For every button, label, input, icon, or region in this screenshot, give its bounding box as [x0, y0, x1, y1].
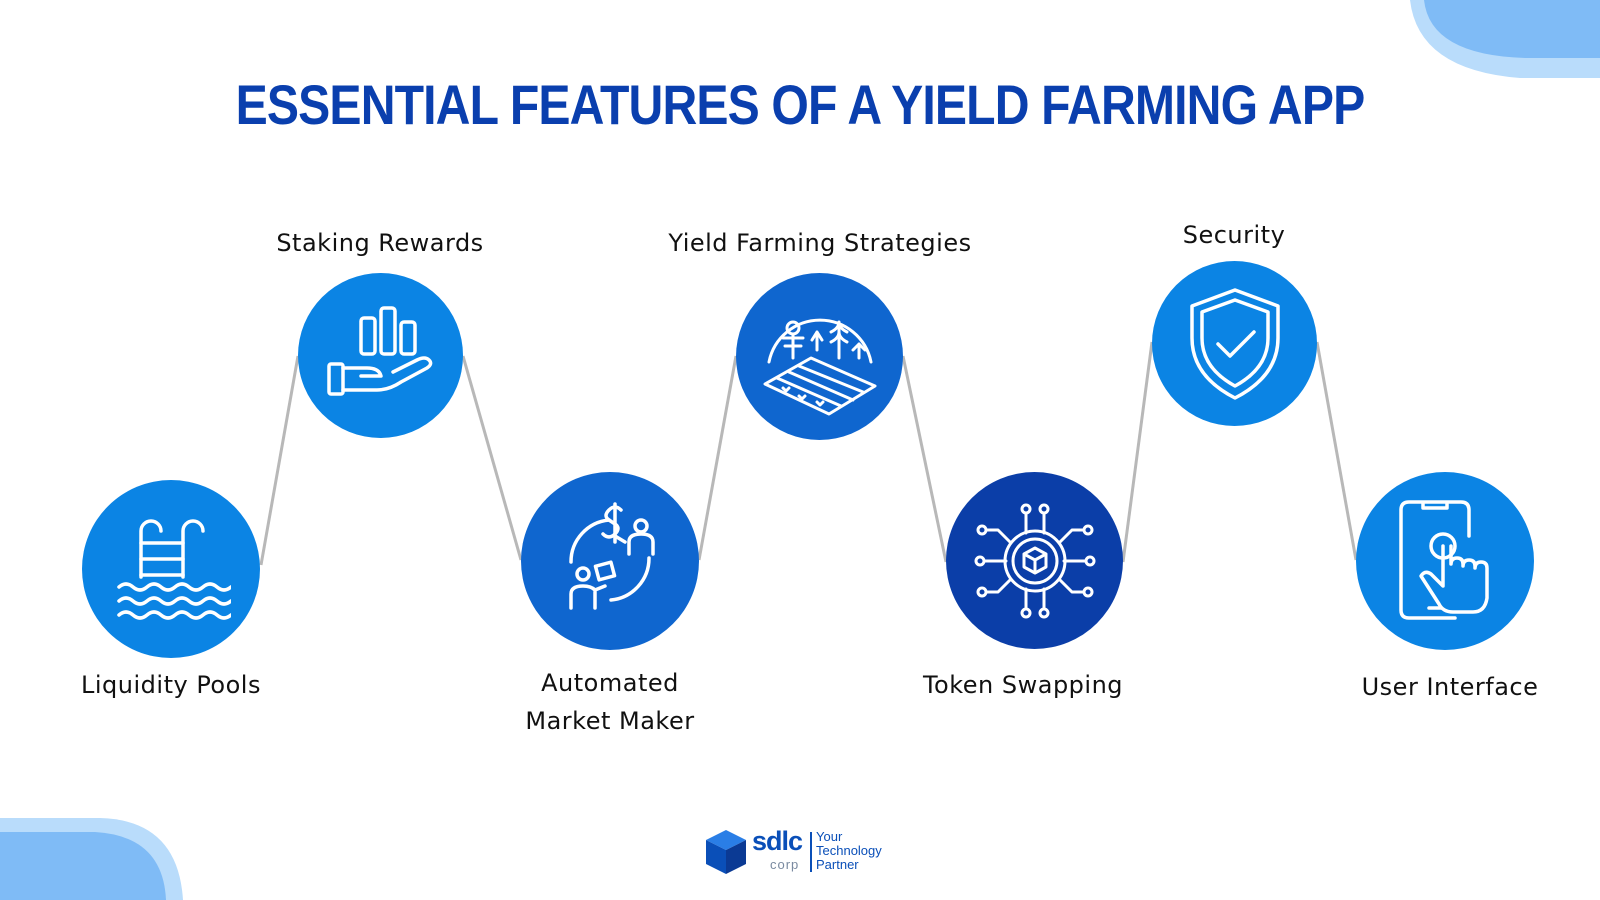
logo-tagline: Your Technology Partner	[816, 829, 882, 872]
token-swapping-label: Token Swapping	[922, 671, 1124, 699]
user-interface-label: User Interface	[1361, 673, 1539, 701]
connector-3	[697, 355, 738, 561]
logo-wordmark: sdlc	[752, 826, 803, 856]
token-swapping-node	[946, 472, 1123, 649]
yield-farming-strategies-label: Yield Farming Strategies	[668, 229, 972, 257]
connector-6	[1315, 341, 1358, 561]
liquidity-pools-label: Liquidity Pools	[81, 671, 261, 699]
liquidity-pools-node	[82, 480, 260, 658]
connector-5	[1121, 341, 1154, 563]
farm-field-icon	[763, 318, 876, 415]
logo-divider	[810, 832, 812, 872]
staking-rewards-label: Staking Rewards	[276, 229, 484, 257]
pool-ladder-icon	[117, 519, 231, 620]
connector-4	[901, 355, 948, 563]
hand-bar-chart-icon	[326, 305, 432, 396]
touch-phone-icon	[1399, 500, 1489, 620]
yield-farming-strategies-node	[736, 273, 903, 440]
automated-market-maker-label: Automated Market Maker	[525, 669, 695, 735]
cube-logo-icon	[706, 830, 746, 874]
bottom-left-corner-shape	[0, 818, 183, 900]
connector-2	[461, 355, 523, 561]
shield-check-icon	[1189, 287, 1280, 400]
connector-1	[259, 355, 300, 566]
security-label: Security	[1182, 221, 1286, 249]
page-title: ESSENTIAL FEATURES OF A YIELD FARMING AP…	[235, 73, 1366, 136]
user-interface-node	[1356, 472, 1534, 650]
automated-market-maker-node	[521, 472, 699, 650]
exchange-people-icon	[569, 502, 655, 610]
sdlc-corp-logo: sdlc corp Your Technology Partner	[704, 824, 904, 880]
top-right-corner-shape	[1410, 0, 1600, 78]
staking-rewards-node	[298, 273, 463, 438]
logo-subword: corp	[770, 857, 800, 872]
security-node	[1152, 261, 1317, 426]
token-circuit-icon	[974, 503, 1095, 618]
